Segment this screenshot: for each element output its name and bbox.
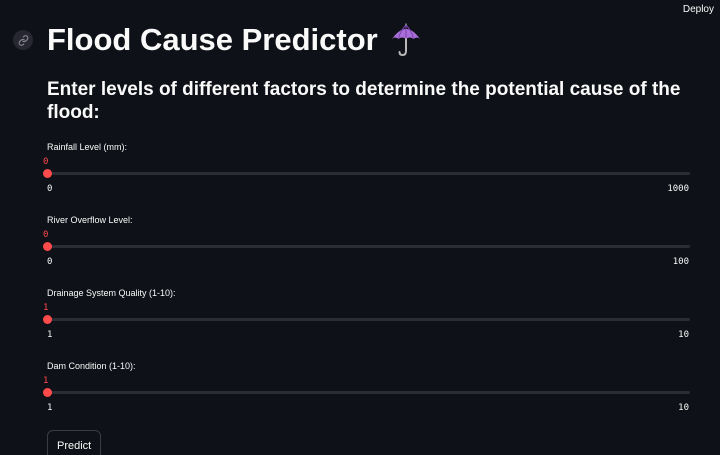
predict-button[interactable]: Predict <box>47 430 102 455</box>
slider-track[interactable] <box>43 169 690 178</box>
slider-max: 10 <box>678 330 689 340</box>
rainfall-slider: Rainfall Level (mm): 0 0 1000 <box>43 142 690 202</box>
subtitle: Enter levels of different factors to det… <box>47 79 681 123</box>
slider-track[interactable] <box>43 242 690 251</box>
slider-thumb[interactable] <box>43 388 52 397</box>
slider-label: Rainfall Level (mm): <box>47 142 128 152</box>
deploy-button[interactable]: Deploy <box>682 4 714 15</box>
slider-min: 1 <box>47 403 53 413</box>
slider-label: River Overflow Level: <box>47 215 133 225</box>
slider-value: 1 <box>43 303 49 313</box>
slider-min: 0 <box>47 184 53 194</box>
slider-value: 0 <box>43 230 49 240</box>
slider-value: 1 <box>43 376 49 386</box>
drainage-quality-slider: Drainage System Quality (1-10): 1 1 10 <box>43 288 690 348</box>
slider-label: Drainage System Quality (1-10): <box>47 288 176 298</box>
slider-thumb[interactable] <box>43 169 52 178</box>
slider-label: Dam Condition (1-10): <box>47 361 136 371</box>
dam-condition-slider: Dam Condition (1-10): 1 1 10 <box>43 361 690 421</box>
slider-thumb[interactable] <box>43 315 52 324</box>
page-title: Flood Cause Predictor <box>47 20 422 60</box>
slider-max: 10 <box>678 403 689 413</box>
slider-thumb[interactable] <box>43 242 52 251</box>
umbrella-icon <box>390 23 422 57</box>
river-overflow-slider: River Overflow Level: 0 0 100 <box>43 215 690 275</box>
page-title-text: Flood Cause Predictor <box>47 22 378 57</box>
slider-max: 1000 <box>667 184 689 194</box>
slider-track[interactable] <box>43 388 690 397</box>
link-icon[interactable] <box>13 30 33 50</box>
slider-track[interactable] <box>43 315 690 324</box>
slider-min: 0 <box>47 257 53 267</box>
slider-max: 100 <box>672 257 689 267</box>
slider-value: 0 <box>43 157 49 167</box>
slider-min: 1 <box>47 330 53 340</box>
